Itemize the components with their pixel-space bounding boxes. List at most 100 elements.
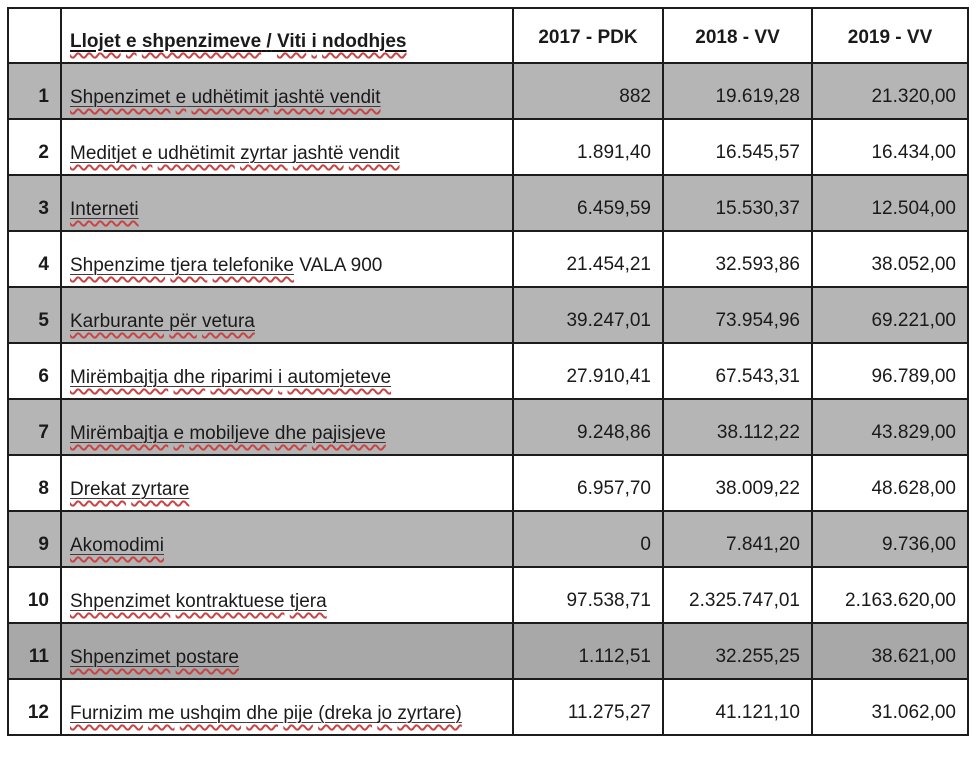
table-row: 2 Meditjet e udhëtimit zyrtar jashtë vend… bbox=[7, 118, 969, 176]
spellcheck-flagged-text: Shpenzimet kontraktuese tjera bbox=[70, 591, 327, 612]
table-row: 8 Drekat zyrtare 6.957,70 38.009,22 48.628,0… bbox=[7, 454, 969, 512]
squiggle-word: e bbox=[141, 143, 153, 164]
value-2019-cell: 31.062,00 bbox=[811, 678, 969, 736]
squiggle-word: Furnizim bbox=[70, 703, 143, 724]
squiggle-word: Mirëmbajtja bbox=[70, 423, 169, 444]
corner-cell bbox=[7, 7, 62, 64]
squiggle-word: Mirëmbajtja bbox=[70, 367, 169, 388]
squiggle-word: dhe bbox=[246, 703, 279, 724]
spellcheck-flagged-text: Shpenzimet postare bbox=[70, 647, 239, 668]
row-number-cell: 4 bbox=[7, 230, 62, 288]
squiggle-word: Llojet bbox=[70, 31, 121, 52]
table-row: 1 Shpenzimet e udhëtimit jashtë vendit 882… bbox=[7, 62, 969, 120]
squiggle-word: ushqim bbox=[179, 703, 242, 724]
value-2017-cell: 9.248,86 bbox=[512, 398, 664, 456]
value-2018-cell: 41.121,10 bbox=[662, 678, 813, 736]
value-2017-cell: 39.247,01 bbox=[512, 286, 664, 344]
value-2018-cell: 38.112,22 bbox=[662, 398, 813, 456]
squiggle-word: vendit bbox=[348, 143, 400, 164]
value-2019-cell: 38.621,00 bbox=[811, 622, 969, 680]
year-2018-header: 2018 - VV bbox=[662, 7, 813, 64]
table-row: 4 Shpenzime tjera telefonike VALA 900 21.4… bbox=[7, 230, 969, 288]
squiggle-word: tjera bbox=[289, 591, 327, 612]
table-row: 3 Interneti 6.459,59 15.530,37 12.504,00 bbox=[7, 174, 969, 232]
expense-label-cell: Shpenzime tjera telefonike VALA 900 bbox=[60, 230, 514, 288]
value-2018-cell: 15.530,37 bbox=[662, 174, 813, 232]
squiggle-word: Viti bbox=[276, 31, 307, 52]
value-2018-cell: 32.593,86 bbox=[662, 230, 813, 288]
table-row: 12 Furnizim me ushqim dhe pije (dreka jo … bbox=[7, 678, 969, 736]
table-row: 7 Mirëmbajtja e mobiljeve dhe pajisjeve 9.… bbox=[7, 398, 969, 456]
value-2017-cell: 6.459,59 bbox=[512, 174, 664, 232]
squiggle-word: riparimi bbox=[210, 367, 273, 388]
value-2017-cell: 21.454,21 bbox=[512, 230, 664, 288]
squiggle-word: i bbox=[311, 31, 317, 52]
value-2018-cell: 7.841,20 bbox=[662, 510, 813, 568]
year-2019-header: 2019 - VV bbox=[811, 7, 969, 64]
expense-table: Llojet e shpenzimeve / Viti i ndodhjes 2… bbox=[7, 7, 969, 736]
value-2017-cell: 0 bbox=[512, 510, 664, 568]
spellcheck-flagged-text: Furnizim me ushqim dhe pije (dreka jo zy… bbox=[70, 703, 462, 724]
value-2017-cell: 6.957,70 bbox=[512, 454, 664, 512]
squiggle-word: me bbox=[148, 703, 175, 724]
squiggle-word: pajisjeve bbox=[311, 423, 386, 444]
table-row: 10 Shpenzimet kontraktuese tjera 97.538,71… bbox=[7, 566, 969, 624]
squiggle-word: Meditjet bbox=[70, 143, 137, 164]
squiggle-word: udhëtimit bbox=[157, 143, 235, 164]
spellcheck-flagged-text: Interneti bbox=[70, 199, 139, 220]
table-row: 6 Mirëmbajtja dhe riparimi i automjeteve 2… bbox=[7, 342, 969, 400]
squiggle-word: Akomodimi bbox=[70, 535, 164, 556]
value-2018-cell: 32.255,25 bbox=[662, 622, 813, 680]
squiggle-word: Shpenzimet bbox=[70, 87, 171, 108]
table-row: 9 Akomodimi 0 7.841,20 9.736,00 bbox=[7, 510, 969, 568]
document-page: Llojet e shpenzimeve / Viti i ndodhjes 2… bbox=[7, 7, 969, 736]
value-2018-cell: 67.543,31 bbox=[662, 342, 813, 400]
squiggle-word: jashtë bbox=[273, 87, 325, 108]
expense-label-cell: Akomodimi bbox=[60, 510, 514, 568]
squiggle-word: zyrtare bbox=[131, 479, 190, 500]
squiggle-word: e bbox=[175, 87, 187, 108]
squiggle-word: e bbox=[173, 423, 185, 444]
spellcheck-flagged-text: Llojet e shpenzimeve / Viti i ndodhjes bbox=[70, 31, 407, 52]
value-2017-cell: 97.538,71 bbox=[512, 566, 664, 624]
squiggle-word: vetura bbox=[202, 311, 255, 332]
table-body: 1 Shpenzimet e udhëtimit jashtë vendit 882… bbox=[7, 62, 969, 736]
expense-label-cell: Interneti bbox=[60, 174, 514, 232]
row-number-cell: 10 bbox=[7, 566, 62, 624]
squiggle-word: telefonike bbox=[212, 255, 294, 276]
value-2019-cell: 43.829,00 bbox=[811, 398, 969, 456]
expense-label-cell: Furnizim me ushqim dhe pije (dreka jo zy… bbox=[60, 678, 514, 736]
squiggle-word: vendit bbox=[329, 87, 381, 108]
spellcheck-flagged-text: Shpenzimet e udhëtimit jashtë vendit bbox=[70, 87, 381, 108]
expense-label-cell: Shpenzimet e udhëtimit jashtë vendit bbox=[60, 62, 514, 120]
squiggle-word: postare bbox=[175, 647, 239, 668]
value-2017-cell: 11.275,27 bbox=[512, 678, 664, 736]
spellcheck-flagged-text: Drekat zyrtare bbox=[70, 479, 189, 500]
squiggle-word: jashtë bbox=[292, 143, 344, 164]
value-2018-cell: 73.954,96 bbox=[662, 286, 813, 344]
value-2019-cell: 21.320,00 bbox=[811, 62, 969, 120]
value-2017-cell: 1.891,40 bbox=[512, 118, 664, 176]
squiggle-word: automjeteve bbox=[287, 367, 392, 388]
spellcheck-flagged-text: Mirëmbajtja dhe riparimi i automjeteve bbox=[70, 367, 391, 388]
expense-label-cell: Shpenzimet postare bbox=[60, 622, 514, 680]
table-row: 11 Shpenzimet postare 1.112,51 32.255,25 38.… bbox=[7, 622, 969, 680]
squiggle-word: pije bbox=[283, 703, 313, 724]
row-number-cell: 8 bbox=[7, 454, 62, 512]
row-number-cell: 6 bbox=[7, 342, 62, 400]
squiggle-word: Interneti bbox=[70, 199, 139, 220]
expense-type-header: Llojet e shpenzimeve / Viti i ndodhjes bbox=[60, 7, 514, 64]
row-number-cell: 7 bbox=[7, 398, 62, 456]
squiggle-word: mobiljeve bbox=[189, 423, 270, 444]
row-number-cell: 3 bbox=[7, 174, 62, 232]
value-2018-cell: 2.325.747,01 bbox=[662, 566, 813, 624]
squiggle-word: Karburante bbox=[70, 311, 165, 332]
squiggle-word: zyrtar bbox=[240, 143, 288, 164]
expense-label-cell: Karburante për vetura bbox=[60, 286, 514, 344]
spellcheck-flagged-text: Karburante për vetura bbox=[70, 311, 255, 332]
row-number-cell: 5 bbox=[7, 286, 62, 344]
table-row: 5 Karburante për vetura 39.247,01 73.954,96… bbox=[7, 286, 969, 344]
expense-label-cell: Mirëmbajtja dhe riparimi i automjeteve bbox=[60, 342, 514, 400]
value-2017-cell: 882 bbox=[512, 62, 664, 120]
table-header: Llojet e shpenzimeve / Viti i ndodhjes 2… bbox=[7, 7, 969, 64]
